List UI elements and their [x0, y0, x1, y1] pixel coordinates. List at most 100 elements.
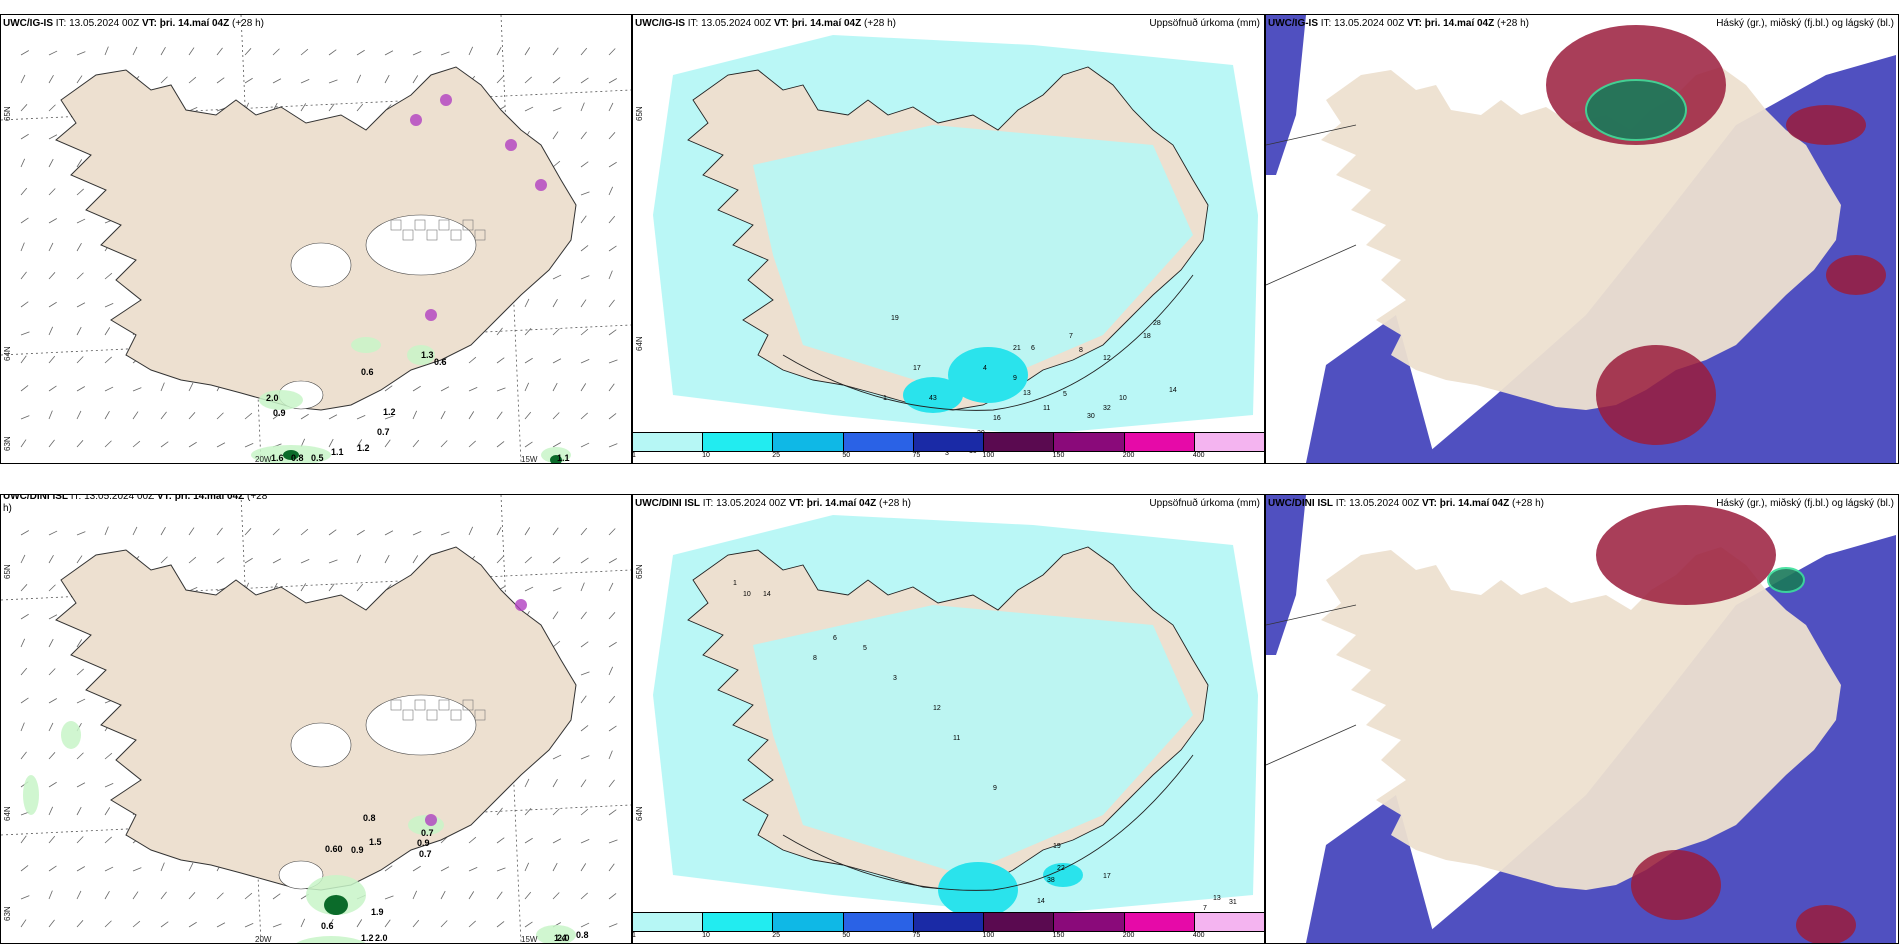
hatch-cell: [414, 699, 426, 711]
wind-barb: [188, 862, 194, 872]
wind-barb: [580, 611, 587, 620]
wind-barb: [48, 722, 54, 732]
hatch-cell: [414, 219, 426, 231]
wind-barb: [468, 356, 477, 364]
wind-barb: [76, 440, 84, 448]
wind-barb: [412, 890, 418, 900]
value-label: 6: [833, 635, 837, 642]
colorbar-tick-label: 150: [1052, 932, 1065, 939]
wind-barb: [48, 530, 58, 536]
colorbar-bottom: [632, 912, 1265, 932]
convective-spot: [440, 94, 452, 106]
wind-barb: [608, 413, 617, 420]
wind-barb: [468, 920, 476, 928]
value-label: 0.60: [325, 844, 343, 854]
wind-barb: [468, 891, 475, 900]
colorbar-tick-label: 75: [912, 932, 921, 939]
wind-barb: [524, 862, 530, 872]
wind-barb: [20, 271, 27, 280]
iceland-landmass: [1321, 547, 1841, 890]
wind-barb: [580, 47, 588, 56]
value-label: 7: [1069, 333, 1073, 340]
hatch-cell: [474, 229, 486, 241]
wind-barb: [608, 161, 617, 168]
wind-barb: [496, 526, 502, 536]
wind-barb: [76, 356, 84, 364]
precip-field-inland: [753, 605, 1193, 875]
wind-barb: [552, 299, 558, 308]
value-label: 2.0: [375, 933, 388, 943]
colorbar-swatch: [1124, 913, 1195, 931]
wind-barb: [356, 583, 364, 592]
colorbar-tick-label: 100: [982, 932, 995, 939]
map-canvas: [1, 495, 631, 943]
wind-barb: [496, 556, 504, 564]
precip-light-patch: [296, 936, 366, 943]
wind-barb: [76, 836, 84, 844]
wind-barb: [48, 752, 56, 760]
wind-barb: [496, 867, 506, 872]
wind-barb: [608, 863, 615, 872]
wind-barb: [20, 613, 29, 620]
glacier-area: [290, 722, 352, 768]
high-cloud-patch: [1596, 505, 1776, 605]
value-label: 0.6: [361, 367, 374, 377]
wind-barb: [580, 922, 590, 928]
value-label: 22: [1057, 865, 1065, 872]
wind-barb: [104, 526, 109, 536]
wind-barb: [608, 893, 617, 900]
value-label: 1.5: [369, 837, 382, 847]
wind-barb: [20, 554, 26, 564]
wind-barb: [216, 412, 224, 420]
wind-barb: [496, 76, 504, 84]
wind-barb: [608, 299, 615, 308]
wind-barb: [580, 725, 589, 732]
wind-barb: [132, 411, 139, 420]
wind-barb: [496, 411, 503, 420]
value-label: 1.3: [421, 350, 434, 360]
value-label: 0.5: [311, 453, 324, 463]
wind-barb: [20, 439, 27, 448]
convective-spot: [505, 139, 517, 151]
value-label: 28: [1153, 320, 1161, 327]
wind-barb: [300, 583, 307, 592]
wind-barb: [20, 530, 29, 536]
precip-light-patch: [61, 721, 81, 749]
wind-barb: [468, 46, 474, 56]
wind-barb: [20, 919, 27, 928]
precip-field-inland: [753, 125, 1193, 395]
wind-barb: [608, 839, 618, 844]
wind-barb: [20, 584, 28, 592]
wind-barb: [244, 528, 252, 536]
colorbar-swatch: [703, 433, 774, 451]
value-label: 11: [1043, 405, 1051, 412]
wind-barb: [412, 530, 422, 536]
wind-barb: [552, 382, 558, 392]
latitude-line: [1, 569, 631, 601]
value-label: 0.8: [291, 453, 304, 463]
wind-barb: [104, 411, 110, 420]
low-cloud-field: [1266, 15, 1306, 175]
graticule-line: [1266, 124, 1357, 146]
wind-barb: [384, 865, 393, 872]
glacier-area: [365, 694, 477, 756]
wind-barb: [356, 919, 363, 928]
value-label: 1.4: [554, 933, 567, 943]
hatch-cell: [450, 229, 462, 241]
wind-barb: [328, 414, 338, 420]
value-label: 6: [1031, 345, 1035, 352]
wind-barb: [20, 415, 30, 420]
wind-barb: [20, 697, 29, 704]
wind-barb: [76, 272, 84, 280]
wind-barb: [104, 836, 112, 844]
wind-barb: [552, 587, 562, 592]
wind-barb: [524, 586, 534, 592]
lat-label: 65N: [635, 106, 644, 121]
wind-barb: [160, 76, 168, 84]
wind-barb: [20, 217, 29, 224]
wind-barb: [356, 74, 362, 84]
wind-barb: [552, 274, 562, 280]
colorbar-swatch: [1124, 433, 1195, 451]
wind-barb: [20, 895, 30, 900]
wind-barb: [188, 76, 197, 84]
